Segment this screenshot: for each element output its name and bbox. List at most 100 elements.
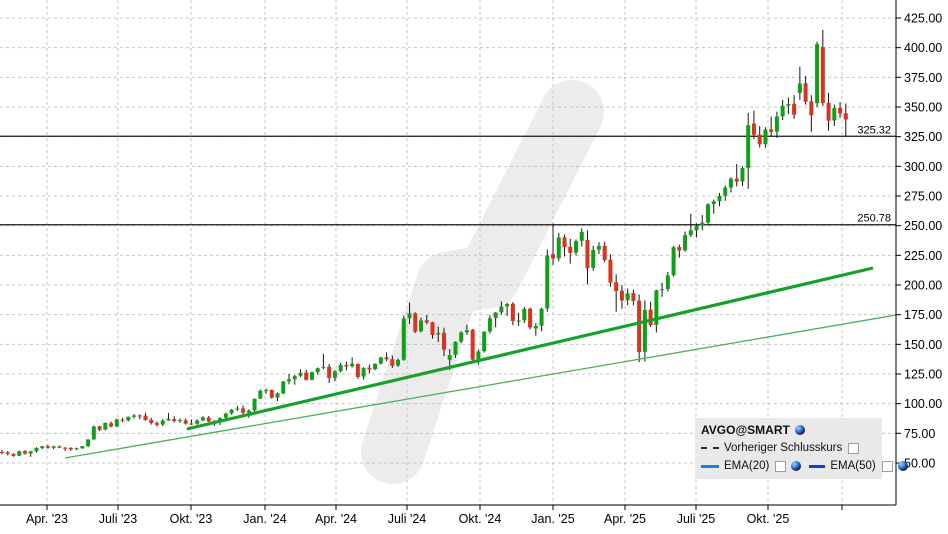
source-sphere-icon[interactable] bbox=[794, 425, 805, 435]
candle-body bbox=[826, 102, 831, 121]
candle bbox=[149, 417, 154, 425]
trendline-thin[interactable] bbox=[64, 314, 897, 459]
candle-body bbox=[487, 318, 492, 332]
candle-body bbox=[206, 417, 211, 422]
y-axis-label: 175.00 bbox=[904, 308, 942, 322]
candle bbox=[252, 398, 257, 413]
candle bbox=[637, 294, 642, 363]
candle-body bbox=[792, 103, 797, 115]
candle bbox=[574, 239, 578, 256]
candle bbox=[287, 374, 291, 385]
candle bbox=[378, 356, 383, 365]
candle bbox=[769, 116, 774, 137]
x-axis-label: Juli '24 bbox=[388, 512, 427, 526]
candle bbox=[401, 315, 406, 361]
candle-body bbox=[109, 423, 114, 427]
candle-body bbox=[332, 371, 337, 378]
candle-body bbox=[137, 415, 142, 417]
candle bbox=[206, 416, 211, 422]
candle-body bbox=[539, 308, 544, 326]
candle bbox=[568, 238, 573, 264]
candle bbox=[200, 416, 205, 422]
candle-body bbox=[195, 420, 200, 424]
candle bbox=[596, 242, 601, 255]
candle bbox=[40, 445, 45, 450]
candle bbox=[591, 245, 596, 271]
candle-body bbox=[281, 381, 286, 394]
candle-body bbox=[34, 448, 39, 452]
candle-body bbox=[642, 309, 647, 352]
candle-body bbox=[132, 415, 137, 417]
candle-body bbox=[441, 332, 446, 350]
candle-body bbox=[562, 237, 567, 248]
candle bbox=[614, 274, 619, 312]
candle-body bbox=[114, 419, 119, 427]
candle-body bbox=[97, 426, 102, 430]
candle-body bbox=[269, 390, 274, 398]
candle-body bbox=[189, 423, 194, 425]
candle bbox=[642, 300, 647, 362]
x-axis-label: Okt. '23 bbox=[170, 512, 213, 526]
y-axis-label: 350.00 bbox=[904, 101, 942, 115]
candle bbox=[183, 418, 188, 425]
ema50-checkbox[interactable] bbox=[881, 460, 893, 472]
candle-body bbox=[378, 357, 383, 364]
previous-close-checkbox[interactable] bbox=[848, 442, 860, 454]
candle-body bbox=[51, 446, 56, 448]
candle bbox=[671, 245, 676, 277]
candle-body bbox=[0, 452, 4, 454]
candle-body bbox=[436, 332, 441, 335]
candle-body bbox=[160, 420, 165, 425]
candle-body bbox=[246, 410, 251, 413]
candle bbox=[648, 301, 653, 328]
y-axis-label: 100.00 bbox=[904, 397, 942, 411]
candle-body bbox=[424, 320, 429, 323]
candle bbox=[505, 302, 510, 316]
candle-body bbox=[45, 446, 50, 448]
ema20-checkbox[interactable] bbox=[775, 460, 787, 472]
candle bbox=[350, 357, 355, 368]
chart-legend: AVGO@SMART Vorheriger Schlusskurs EMA(20… bbox=[695, 418, 908, 479]
candle bbox=[562, 234, 567, 257]
candle bbox=[625, 288, 630, 306]
candle-body bbox=[355, 364, 360, 377]
candle bbox=[717, 193, 722, 207]
candle-body bbox=[453, 341, 458, 355]
candle bbox=[694, 223, 699, 238]
candle bbox=[396, 358, 401, 367]
candle-body bbox=[803, 83, 808, 102]
candle-body bbox=[499, 306, 504, 313]
x-axis-label: Juli '23 bbox=[99, 512, 138, 526]
candle-body bbox=[568, 246, 573, 253]
candle bbox=[338, 362, 343, 373]
candle bbox=[367, 364, 372, 374]
candle-body bbox=[413, 313, 418, 332]
candle-body bbox=[103, 422, 108, 430]
candle-body bbox=[706, 204, 711, 223]
candle bbox=[441, 327, 446, 357]
candle-body bbox=[68, 447, 73, 450]
candle bbox=[74, 447, 79, 451]
candle-body bbox=[86, 439, 91, 447]
trendline-thick[interactable] bbox=[186, 266, 874, 431]
candle bbox=[177, 418, 182, 423]
candle-body bbox=[22, 451, 27, 454]
ema50-source-icon[interactable] bbox=[897, 461, 908, 471]
candle bbox=[631, 289, 636, 306]
candle-body bbox=[820, 47, 825, 104]
candle bbox=[757, 125, 762, 148]
candle bbox=[22, 450, 27, 455]
candle-body bbox=[166, 418, 171, 421]
candle bbox=[797, 66, 802, 100]
candle bbox=[706, 203, 711, 224]
y-axis-label: 150.00 bbox=[904, 338, 942, 352]
candle bbox=[68, 447, 73, 451]
candle bbox=[826, 92, 831, 131]
candle bbox=[143, 412, 148, 421]
ema20-source-icon[interactable] bbox=[791, 461, 802, 471]
candle bbox=[602, 241, 607, 263]
candle bbox=[315, 367, 320, 375]
y-axis-label: 275.00 bbox=[904, 190, 942, 204]
candle-body bbox=[683, 235, 688, 251]
candle-body bbox=[200, 417, 205, 421]
